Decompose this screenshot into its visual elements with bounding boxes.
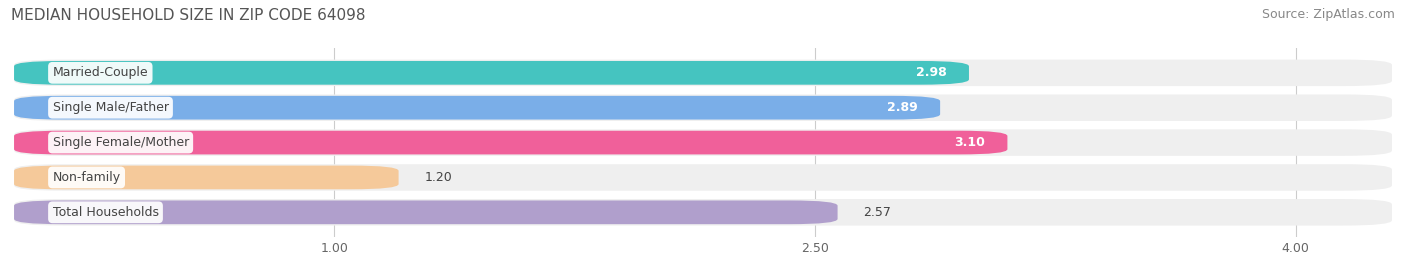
FancyBboxPatch shape (14, 129, 1392, 156)
FancyBboxPatch shape (14, 94, 1392, 121)
FancyBboxPatch shape (14, 166, 398, 189)
Text: Single Male/Father: Single Male/Father (52, 101, 169, 114)
Text: Non-family: Non-family (52, 171, 121, 184)
FancyBboxPatch shape (14, 164, 1392, 191)
Text: Single Female/Mother: Single Female/Mother (52, 136, 188, 149)
Text: Total Households: Total Households (52, 206, 159, 219)
FancyBboxPatch shape (14, 131, 1008, 154)
FancyBboxPatch shape (14, 61, 969, 85)
Text: 2.57: 2.57 (863, 206, 891, 219)
FancyBboxPatch shape (14, 199, 1392, 226)
Text: 3.10: 3.10 (955, 136, 986, 149)
Text: 2.89: 2.89 (887, 101, 918, 114)
FancyBboxPatch shape (14, 200, 838, 224)
Text: Source: ZipAtlas.com: Source: ZipAtlas.com (1261, 8, 1395, 21)
Text: Married-Couple: Married-Couple (52, 66, 148, 79)
FancyBboxPatch shape (14, 96, 941, 119)
Text: MEDIAN HOUSEHOLD SIZE IN ZIP CODE 64098: MEDIAN HOUSEHOLD SIZE IN ZIP CODE 64098 (11, 8, 366, 23)
FancyBboxPatch shape (14, 59, 1392, 86)
Text: 1.20: 1.20 (425, 171, 451, 184)
Text: 2.98: 2.98 (915, 66, 946, 79)
